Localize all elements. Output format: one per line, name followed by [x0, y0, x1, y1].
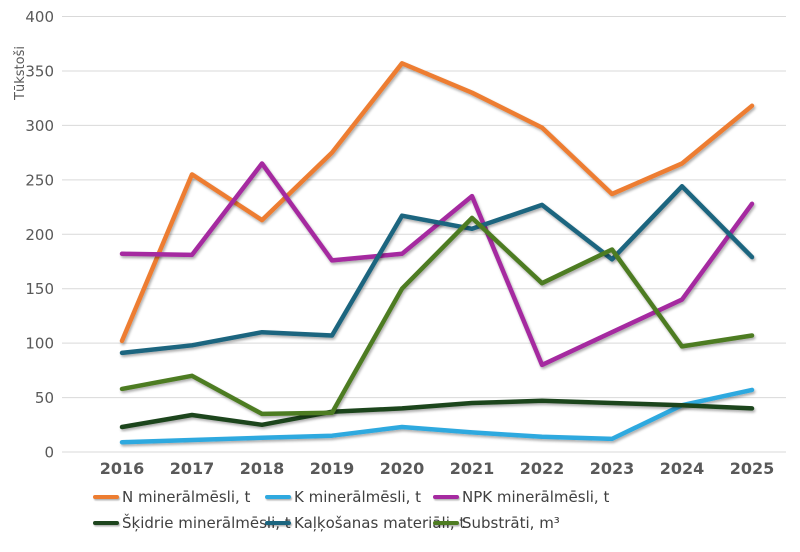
- series-line-3: [119, 398, 755, 430]
- x-axis-tick-label: 2020: [380, 459, 425, 478]
- x-axis-tick-label: 2024: [660, 459, 705, 478]
- legend: N minerālmēsli, t K minerālmēsli, t NPK mi…: [93, 486, 773, 533]
- legend-label: N minerālmēsli, t: [122, 487, 251, 506]
- y-axis-tick-label: 300: [25, 117, 54, 135]
- series-line-2: [119, 161, 755, 368]
- legend-swatch: [433, 520, 459, 525]
- legend-label: NPK minerālmēsli, t: [462, 487, 610, 506]
- x-axis-tick-label: 2018: [240, 459, 285, 478]
- x-axis-tick-label: 2016: [100, 459, 145, 478]
- y-axis-tick-label: 350: [25, 62, 54, 80]
- legend-label: Šķidrie minerālmēsli, t: [122, 513, 291, 532]
- x-axis-tick-labels: 2016 2017 2018 2019 2020 2021 2022 2023 2024 2025: [100, 459, 775, 478]
- y-axis-tick-label: 50: [35, 389, 54, 407]
- y-axis-title: Tūkstoši: [13, 46, 28, 101]
- legend-label: K minerālmēsli, t: [294, 487, 422, 506]
- legend-swatch: [433, 494, 459, 499]
- legend-item-2[interactable]: NPK minerālmēsli, t: [433, 486, 773, 507]
- y-axis-tick-label: 150: [25, 280, 54, 298]
- legend-item-1[interactable]: K minerālmēsli, t: [265, 486, 433, 507]
- legend-swatch: [93, 520, 119, 525]
- y-axis-tick-label: 250: [25, 171, 54, 189]
- legend-item-5[interactable]: Substrāti, m³: [433, 512, 773, 533]
- legend-swatch: [265, 520, 291, 525]
- x-axis-tick-label: 2021: [450, 459, 495, 478]
- series-line-1: [119, 387, 755, 445]
- legend-label: Kaļķošanas materiāli, t: [294, 513, 466, 532]
- legend-label: Substrāti, m³: [462, 513, 560, 532]
- y-axis-tick-labels: 0 50 100 150 200 250 300 350 400: [25, 8, 54, 462]
- series-line-5: [119, 215, 755, 417]
- y-axis-tick-label: 400: [25, 8, 54, 26]
- legend-item-4[interactable]: Kaļķošanas materiāli, t: [265, 512, 465, 533]
- y-axis-tick-label: 100: [25, 335, 54, 353]
- x-axis-tick-label: 2023: [590, 459, 635, 478]
- series-line-0: [119, 61, 755, 344]
- legend-item-0[interactable]: N minerālmēsli, t: [93, 486, 265, 507]
- x-axis-tick-label: 2017: [170, 459, 215, 478]
- x-axis-tick-label: 2022: [520, 459, 565, 478]
- legend-swatch: [265, 494, 291, 499]
- y-axis-tick-label: 0: [44, 444, 54, 462]
- legend-swatch: [93, 494, 119, 499]
- x-axis-tick-label: 2019: [310, 459, 355, 478]
- series-line-4: [119, 184, 755, 356]
- y-axis-tick-label: 200: [25, 226, 54, 244]
- x-axis-tick-label: 2025: [730, 459, 775, 478]
- series-lines: [119, 61, 755, 445]
- legend-item-3[interactable]: Šķidrie minerālmēsli, t: [93, 512, 291, 533]
